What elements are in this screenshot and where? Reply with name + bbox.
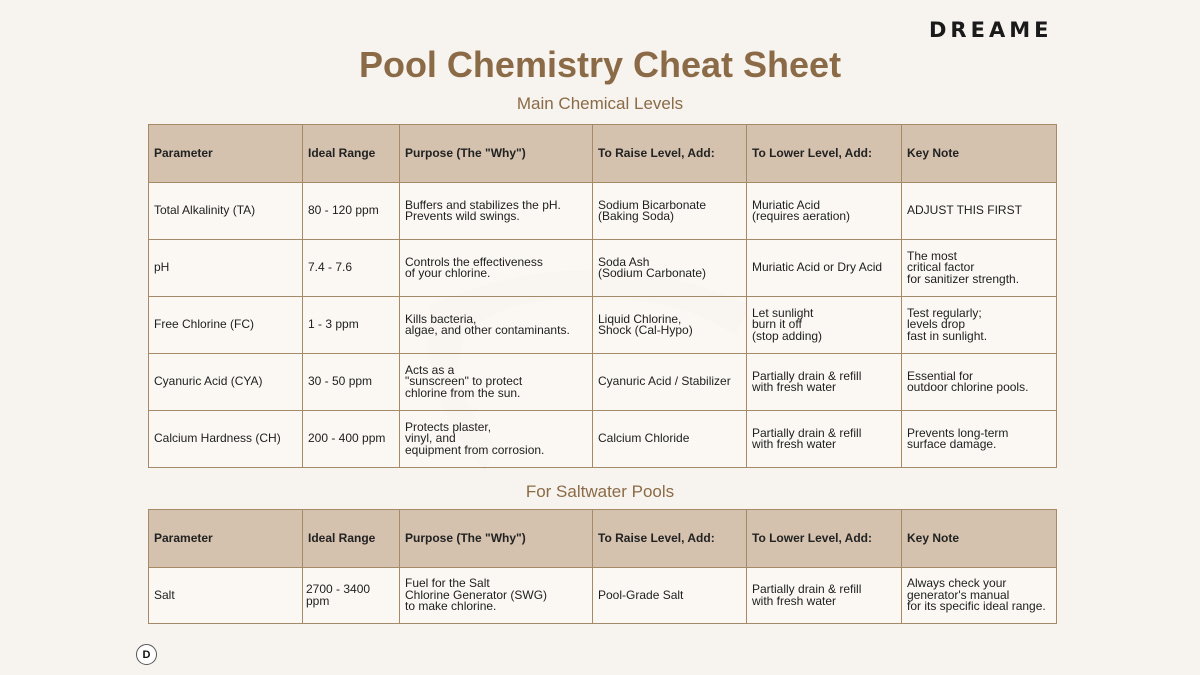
cell-lower: Partially drain & refill with fresh wate…: [746, 410, 902, 468]
cell-key-note: Prevents long-term surface damage.: [901, 410, 1057, 468]
page-title: Pool Chemistry Cheat Sheet: [358, 44, 842, 85]
col-header-raise: To Raise Level, Add:: [592, 509, 747, 568]
cell-raise: Calcium Chloride: [592, 410, 747, 468]
cell-purpose: Acts as a "sunscreen" to protect chlorin…: [399, 353, 593, 411]
cell-raise: Liquid Chlorine, Shock (Cal-Hypo): [592, 296, 747, 354]
saltwater-table: Parameter Ideal Range Purpose (The "Why"…: [148, 509, 1057, 624]
cell-ideal-range: 80 - 120 ppm: [302, 182, 400, 240]
salt-section-title: For Saltwater Pools: [525, 482, 675, 501]
main-chemical-table: Parameter Ideal Range Purpose (The "Why"…: [148, 124, 1057, 468]
col-header-parameter: Parameter: [148, 509, 303, 568]
cell-parameter: Salt: [148, 567, 303, 624]
table-row: Salt 2700 - 3400 ppm Fuel for the Salt C…: [148, 567, 1057, 624]
col-header-ideal-range: Ideal Range: [302, 509, 400, 568]
table-row: Cyanuric Acid (CYA) 30 - 50 ppm Acts as …: [148, 353, 1057, 411]
cell-parameter: pH: [148, 239, 303, 297]
cell-ideal-range: 7.4 - 7.6: [302, 239, 400, 297]
cell-ideal-range: 2700 - 3400 ppm: [302, 567, 400, 624]
col-header-lower: To Lower Level, Add:: [746, 509, 902, 568]
table-header-row: Parameter Ideal Range Purpose (The "Why"…: [148, 124, 1057, 183]
main-section-title: Main Chemical Levels: [516, 94, 684, 113]
cell-parameter: Total Alkalinity (TA): [148, 182, 303, 240]
cell-lower: Partially drain & refill with fresh wate…: [746, 353, 902, 411]
col-header-purpose: Purpose (The "Why"): [399, 124, 593, 183]
col-header-key-note: Key Note: [901, 124, 1057, 183]
cell-lower: Let sunlight burn it off (stop adding): [746, 296, 902, 354]
cell-ideal-range: 200 - 400 ppm: [302, 410, 400, 468]
col-header-ideal-range: Ideal Range: [302, 124, 400, 183]
cell-lower: Muriatic Acid (requires aeration): [746, 182, 902, 240]
cell-purpose: Buffers and stabilizes the pH. Prevents …: [399, 182, 593, 240]
cell-parameter: Calcium Hardness (CH): [148, 410, 303, 468]
cell-key-note: Always check your generator's manual for…: [901, 567, 1057, 624]
table-row: pH 7.4 - 7.6 Controls the effectiveness …: [148, 239, 1057, 297]
col-header-purpose: Purpose (The "Why"): [399, 509, 593, 568]
col-header-lower: To Lower Level, Add:: [746, 124, 902, 183]
cell-purpose: Kills bacteria, algae, and other contami…: [399, 296, 593, 354]
table-row: Calcium Hardness (CH) 200 - 400 ppm Prot…: [148, 410, 1057, 468]
cell-parameter: Free Chlorine (FC): [148, 296, 303, 354]
cell-raise: Sodium Bicarbonate (Baking Soda): [592, 182, 747, 240]
table-header-row: Parameter Ideal Range Purpose (The "Why"…: [148, 509, 1057, 568]
dreame-logo: DREAME: [929, 18, 1053, 42]
cell-parameter: Cyanuric Acid (CYA): [148, 353, 303, 411]
dreame-badge-icon: D: [136, 644, 157, 665]
table-row: Total Alkalinity (TA) 80 - 120 ppm Buffe…: [148, 182, 1057, 240]
cell-purpose: Protects plaster, vinyl, and equipment f…: [399, 410, 593, 468]
cell-purpose: Fuel for the Salt Chlorine Generator (SW…: [399, 567, 593, 624]
cell-ideal-range: 30 - 50 ppm: [302, 353, 400, 411]
cell-key-note: The most critical factor for sanitizer s…: [901, 239, 1057, 297]
cell-raise: Pool-Grade Salt: [592, 567, 747, 624]
cell-ideal-range: 1 - 3 ppm: [302, 296, 400, 354]
cell-key-note: Test regularly; levels drop fast in sunl…: [901, 296, 1057, 354]
col-header-raise: To Raise Level, Add:: [592, 124, 747, 183]
cell-lower: Muriatic Acid or Dry Acid: [746, 239, 902, 297]
cell-key-note: Essential for outdoor chlorine pools.: [901, 353, 1057, 411]
cell-purpose: Controls the effectiveness of your chlor…: [399, 239, 593, 297]
cell-lower: Partially drain & refill with fresh wate…: [746, 567, 902, 624]
col-header-parameter: Parameter: [148, 124, 303, 183]
table-row: Free Chlorine (FC) 1 - 3 ppm Kills bacte…: [148, 296, 1057, 354]
cell-raise: Cyanuric Acid / Stabilizer: [592, 353, 747, 411]
cell-raise: Soda Ash (Sodium Carbonate): [592, 239, 747, 297]
col-header-key-note: Key Note: [901, 509, 1057, 568]
cell-key-note: ADJUST THIS FIRST: [901, 182, 1057, 240]
